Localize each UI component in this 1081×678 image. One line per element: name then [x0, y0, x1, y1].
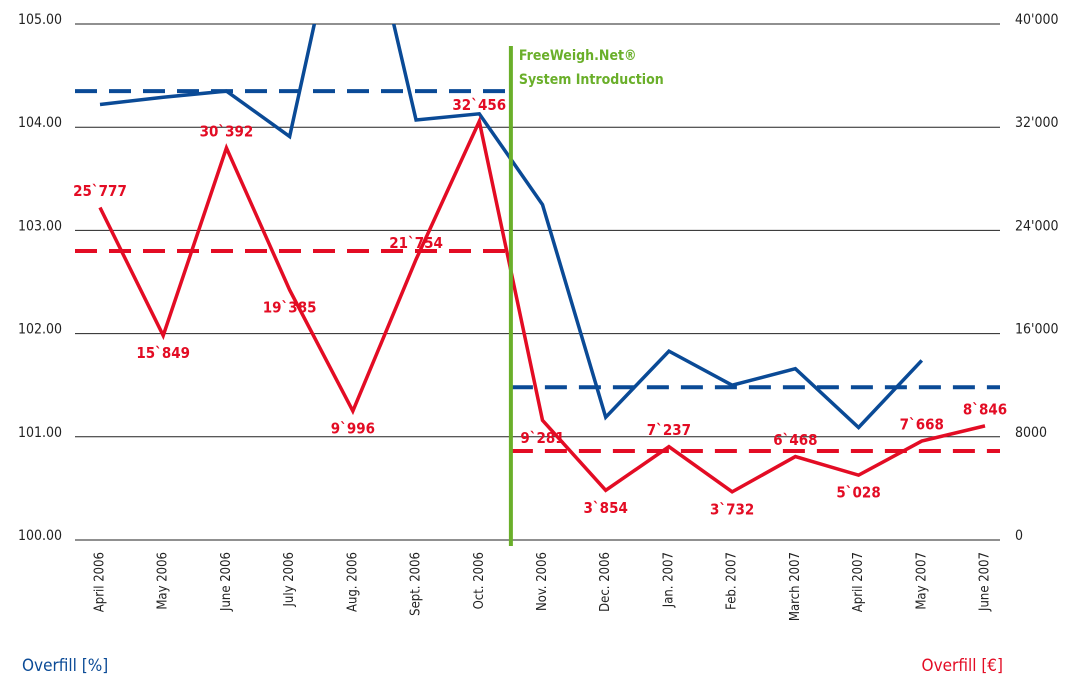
- data-label: 9`996: [331, 420, 375, 438]
- x-tick-label: April 2007: [851, 552, 866, 612]
- y2-tick-label: 32'000: [1015, 115, 1059, 131]
- y2-tick-label: 16'000: [1015, 322, 1059, 338]
- y-tick-label: 105.00: [18, 12, 62, 28]
- annotation-text: System Introduction: [519, 72, 664, 88]
- data-label: 3`732: [710, 500, 754, 518]
- y2-axis-label: Overfill [€]: [922, 656, 1003, 676]
- y2-tick-label: 0: [1015, 528, 1023, 544]
- x-tick-label: Oct. 2006: [472, 552, 487, 609]
- y2-tick-label: 8000: [1015, 425, 1047, 441]
- x-tick-label: June 2007: [978, 552, 993, 612]
- x-tick-label: June 2006: [219, 552, 234, 612]
- y-tick-label: 100.00: [18, 528, 62, 544]
- data-label: 7`237: [647, 421, 691, 439]
- x-tick-label: Aug. 2006: [345, 552, 360, 612]
- data-label: 19`385: [263, 298, 317, 316]
- y-tick-label: 102.00: [18, 322, 62, 338]
- data-label: 6`468: [773, 431, 817, 449]
- data-label: 25`777: [73, 182, 127, 200]
- y-tick-label: 101.00: [18, 425, 62, 441]
- data-label: 8`846: [963, 400, 1007, 418]
- x-tick-label: April 2006: [93, 552, 108, 612]
- data-label: 21`754: [389, 234, 443, 252]
- x-tick-label: July 2006: [282, 552, 297, 608]
- data-label: 5`028: [836, 484, 880, 502]
- data-label: 30`392: [200, 122, 254, 140]
- y-tick-label: 104.00: [18, 115, 62, 131]
- data-label: 15`849: [136, 344, 190, 362]
- x-tick-label: Jan. 2007: [661, 552, 676, 608]
- data-label: 3`854: [584, 499, 628, 517]
- y2-tick-label: 40'000: [1015, 12, 1059, 28]
- y-axis-label: Overfill [%]: [22, 656, 108, 676]
- x-tick-label: Nov. 2006: [535, 552, 550, 611]
- annotation-text: FreeWeigh.Net®: [519, 48, 637, 64]
- data-label: 32`456: [452, 96, 506, 114]
- x-tick-label: Dec. 2006: [598, 552, 613, 612]
- x-tick-label: May 2006: [156, 552, 171, 610]
- x-tick-label: Feb. 2007: [725, 552, 740, 610]
- x-tick-label: March 2007: [788, 552, 803, 621]
- data-label: 7`668: [900, 416, 944, 434]
- series-line: [98, 115, 986, 494]
- x-tick-label: Sept. 2006: [409, 552, 424, 616]
- y2-tick-label: 24'000: [1015, 218, 1059, 234]
- x-tick-label: May 2007: [914, 552, 929, 610]
- data-label: 9`281: [520, 429, 564, 447]
- y-tick-label: 103.00: [18, 218, 62, 234]
